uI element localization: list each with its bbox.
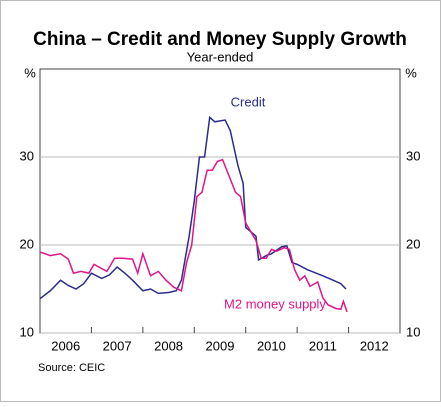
x-tick-label: 2009 xyxy=(206,338,235,353)
y-tick-label: 20 xyxy=(20,236,34,251)
source: Source: CEIC xyxy=(38,362,105,374)
x-tick-label: 2007 xyxy=(103,338,132,353)
x-tick-label: 2012 xyxy=(360,338,389,353)
y-tick-label: 10 xyxy=(20,324,34,339)
x-tick-label: 2011 xyxy=(309,338,337,353)
y2-tick-label: 30 xyxy=(406,148,420,163)
y-tick-label: 30 xyxy=(20,148,34,163)
line-series xyxy=(39,158,348,313)
y2-tick-label: 10 xyxy=(406,324,420,339)
x-tick-label: 2010 xyxy=(257,338,286,353)
annotation: M2 money supply xyxy=(224,296,326,311)
x-tick-label: 2006 xyxy=(51,338,80,353)
x-tick-label: 2008 xyxy=(154,338,183,353)
y2-tick-label: 20 xyxy=(406,236,420,251)
annotation: Credit xyxy=(231,94,266,109)
chart-subtitle: Year-ended xyxy=(187,49,254,64)
y-axis-label: % xyxy=(24,65,36,80)
y2-axis-label: % xyxy=(405,65,417,80)
line-series xyxy=(39,115,347,300)
chart-title: China – Credit and Money Supply Growth xyxy=(33,29,407,50)
